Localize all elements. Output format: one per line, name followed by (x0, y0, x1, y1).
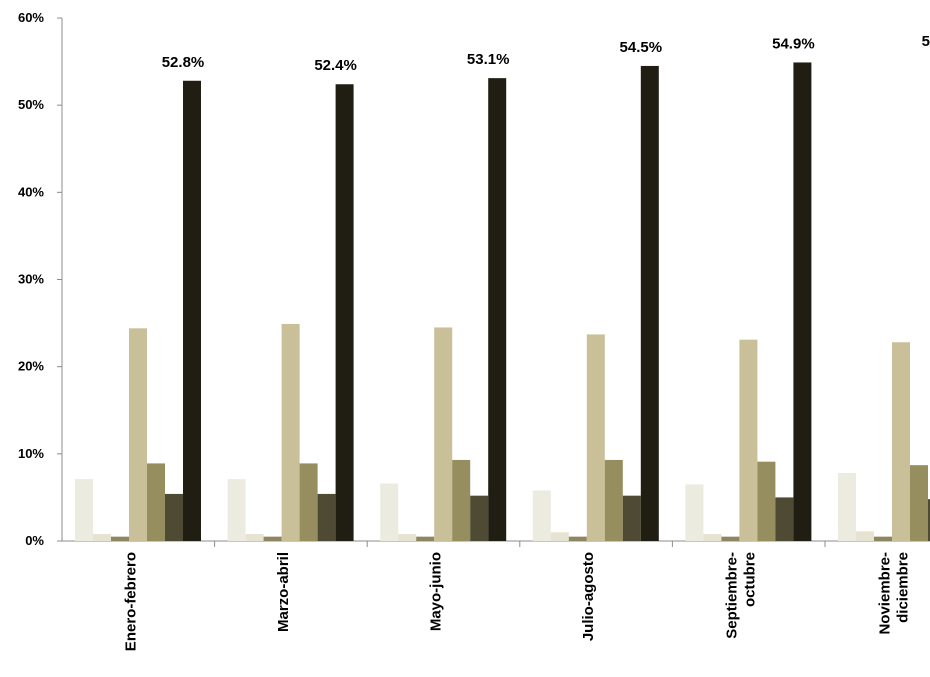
y-tick-label: 20% (18, 359, 44, 374)
y-axis: 0% 10% 20% 30% 40% 50% 60% (18, 10, 63, 548)
category-label: Julio-agosto (580, 552, 597, 641)
bar (838, 473, 856, 541)
y-tick-label: 10% (18, 446, 44, 461)
bar (93, 534, 111, 541)
category-label: Mayo-junio (428, 552, 445, 631)
bar (111, 536, 129, 541)
bar (721, 536, 740, 541)
bar (299, 463, 318, 541)
y-tick-label: 50% (18, 97, 44, 112)
bar (317, 493, 336, 541)
bar (129, 328, 147, 541)
bar (398, 534, 417, 541)
bar (856, 531, 874, 541)
data-label: 54.9% (772, 35, 815, 52)
category-label: Marzo-abril (275, 552, 292, 632)
data-label: 52.4% (314, 57, 357, 74)
bar (488, 78, 507, 542)
data-label: 53.1% (467, 51, 510, 68)
bar (470, 495, 489, 541)
bar (757, 461, 776, 541)
bar (550, 532, 569, 541)
bar (568, 536, 587, 541)
bar (622, 495, 641, 541)
bar (147, 463, 165, 541)
x-axis: Enero-febrero Marzo-abril Mayo-junio Julio-… (62, 540, 930, 651)
y-tick-label: 40% (18, 184, 44, 199)
bar (703, 534, 722, 541)
bar (245, 534, 264, 541)
data-label: 52.8% (162, 54, 205, 71)
bar (434, 327, 453, 541)
bar (793, 62, 812, 541)
bar (532, 490, 551, 541)
y-tick-label: 0% (25, 533, 44, 548)
bar (416, 536, 435, 541)
bar (874, 536, 892, 541)
bar (892, 342, 910, 541)
bar (263, 536, 282, 541)
bar (227, 479, 246, 541)
category-label: Septiembre-octubre (724, 552, 759, 639)
category-label: Enero-febrero (122, 552, 139, 651)
y-tick-label: 60% (18, 10, 44, 25)
bar (775, 497, 794, 541)
bar (380, 483, 399, 541)
bar (335, 84, 354, 541)
bar (281, 323, 300, 541)
bar (183, 80, 201, 541)
bar (739, 339, 758, 541)
bar (910, 465, 928, 541)
bar (586, 334, 605, 541)
bar (685, 484, 704, 541)
bar (928, 499, 930, 541)
bar (165, 493, 183, 541)
bar (75, 479, 93, 541)
data-label: 54.5% (620, 39, 663, 56)
bar (452, 459, 471, 541)
bars (75, 62, 930, 542)
bar (604, 459, 623, 541)
y-tick-label: 30% (18, 272, 44, 287)
data-label: 5 (922, 33, 930, 50)
data-labels: 52.8% 52.4% 53.1% 54.5% 54.9% 5 (162, 33, 930, 74)
bar (640, 65, 659, 542)
category-label: Noviembre-diciembre (876, 552, 911, 635)
